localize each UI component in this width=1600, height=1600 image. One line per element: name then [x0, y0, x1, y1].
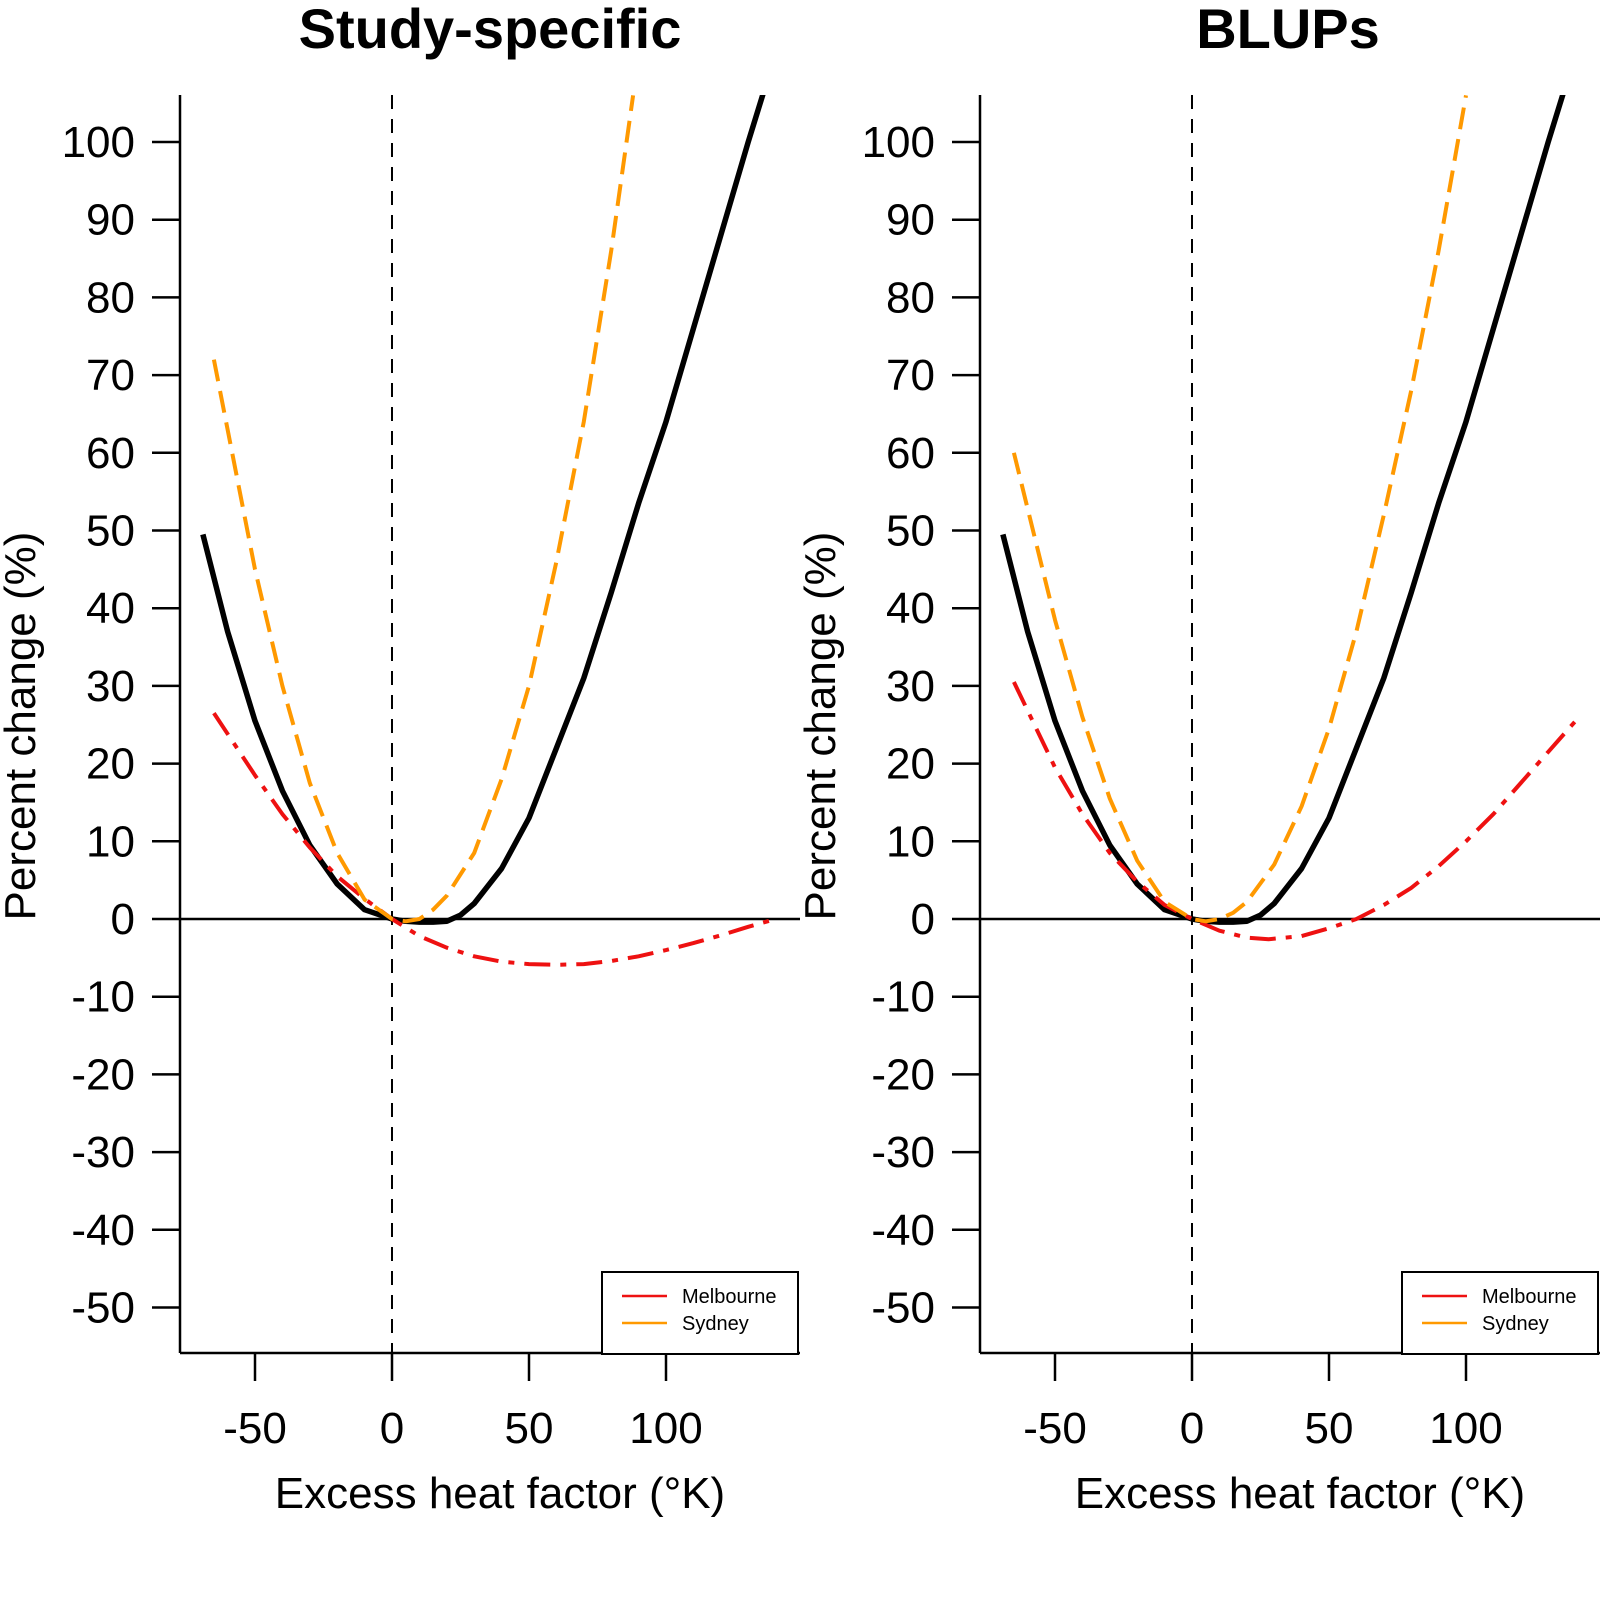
series-line-sydney [1011, 95, 1468, 924]
chart-title: Study-specific [299, 0, 682, 60]
legend: Melbourne Sydney [1401, 1271, 1599, 1355]
y-tick-label: 50 [86, 507, 135, 556]
legend-box [1401, 1271, 1599, 1355]
y-tick-label: -50 [71, 1284, 135, 1333]
x-tick-label: -50 [223, 1404, 287, 1453]
legend-label: Melbourne [682, 1286, 777, 1308]
y-tick-label: 70 [86, 351, 135, 400]
chart-title: BLUPs [1196, 0, 1380, 60]
series-line-pooled [1000, 95, 1566, 925]
y-tick-label: 30 [886, 662, 935, 711]
y-tick-label: 100 [862, 118, 935, 167]
x-tick-label: 100 [1429, 1404, 1502, 1453]
y-tick-label: 40 [886, 584, 935, 633]
y-tick-label: 60 [86, 429, 135, 478]
y-tick-label: 80 [86, 273, 135, 322]
x-axis-label: Excess heat factor (°K) [275, 1469, 725, 1518]
y-tick-label: 50 [886, 507, 935, 556]
y-tick-label: 80 [886, 273, 935, 322]
series-line-pooled [200, 95, 766, 925]
y-tick-label: -40 [871, 1206, 935, 1255]
x-tick-label: 0 [1180, 1404, 1204, 1453]
x-tick-label: 0 [380, 1404, 404, 1453]
legend-label: Sydney [682, 1313, 749, 1335]
series-line-melbourne [212, 711, 777, 967]
y-tick-label: 20 [86, 740, 135, 789]
legend-label: Melbourne [1482, 1286, 1577, 1308]
y-tick-label: 30 [86, 662, 135, 711]
y-tick-label: 0 [111, 895, 135, 944]
series-group [200, 95, 777, 967]
x-tick-label: -50 [1023, 1404, 1087, 1453]
series-group [1000, 95, 1578, 942]
y-tick-label: 90 [886, 196, 935, 245]
x-axis-label: Excess heat factor (°K) [1075, 1469, 1525, 1518]
panel-study-specific: Study-specific -50 -40 -30 -20 -10 0 10 20 30 40 50… [0, 0, 800, 1518]
y-tick-label: -30 [871, 1128, 935, 1177]
y-tick-label: 20 [886, 740, 935, 789]
y-tick-label: 10 [86, 817, 135, 866]
y-tick-label: 90 [86, 196, 135, 245]
y-tick-label: -30 [71, 1128, 135, 1177]
y-tick-label: -50 [871, 1284, 935, 1333]
y-tick-label: -40 [71, 1206, 135, 1255]
y-tick-label: 0 [911, 895, 935, 944]
y-tick-label: 40 [86, 584, 135, 633]
x-tick-label: 100 [629, 1404, 702, 1453]
y-tick-label: -20 [71, 1050, 135, 1099]
y-axis-label: Percent change (%) [796, 532, 845, 921]
panel-blups: BLUPs -50 -40 -30 -20 -10 0 10 20 30 40 50 60 70 80 90 1… [796, 0, 1600, 1518]
legend: Melbourne Sydney [601, 1271, 799, 1355]
y-tick-label: -20 [871, 1050, 935, 1099]
legend-box [601, 1271, 799, 1355]
y-axis-label: Percent change (%) [0, 532, 45, 921]
y-tick-label: 70 [886, 351, 935, 400]
legend-label: Sydney [1482, 1313, 1549, 1335]
y-tick-label: 10 [886, 817, 935, 866]
y-tick-label: 100 [62, 118, 135, 167]
y-tick-label: -10 [71, 973, 135, 1022]
x-tick-label: 50 [1305, 1404, 1354, 1453]
series-line-sydney [211, 95, 636, 924]
y-tick-label: 60 [886, 429, 935, 478]
x-tick-label: 50 [505, 1404, 554, 1453]
y-tick-label: -10 [871, 973, 935, 1022]
series-line-melbourne [1012, 681, 1578, 942]
